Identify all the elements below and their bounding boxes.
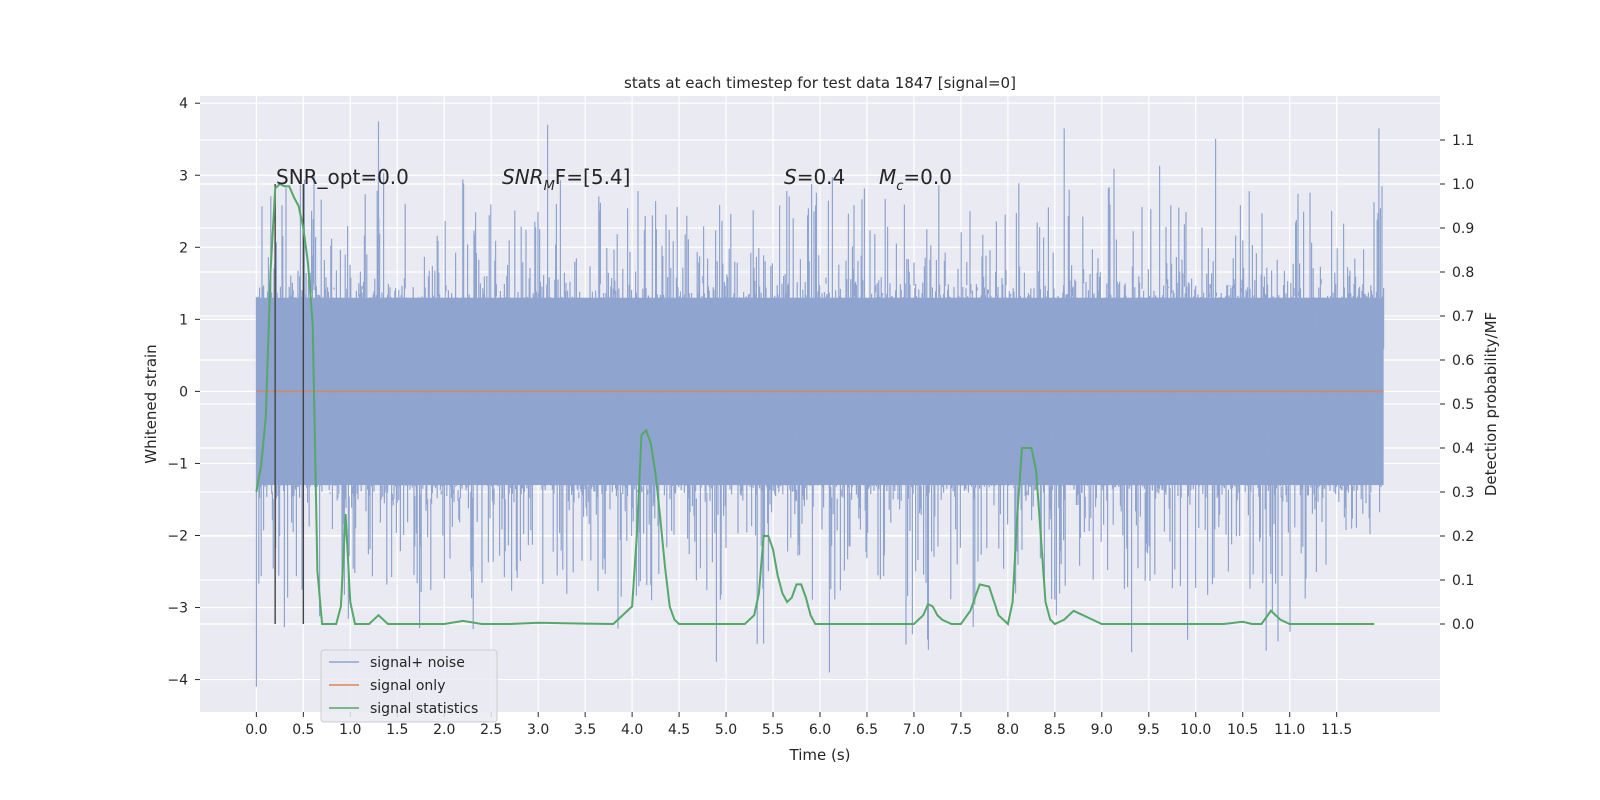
s-var: S bbox=[784, 165, 797, 189]
legend-label-signal: signal only bbox=[370, 678, 445, 694]
y-right-tick-label: 0.7 bbox=[1452, 309, 1474, 325]
x-tick-label: 2.0 bbox=[433, 722, 455, 738]
x-tick-label: 1.0 bbox=[339, 722, 361, 738]
y-right-tick-label: 0.6 bbox=[1452, 353, 1474, 369]
x-tick-label: 11.5 bbox=[1321, 722, 1352, 738]
snr-opt-annotation: SNR_opt=0.0 bbox=[276, 165, 409, 189]
x-tick-label: 2.5 bbox=[480, 722, 502, 738]
x-tick-label: 5.0 bbox=[715, 722, 737, 738]
y-tick-label: −2 bbox=[167, 528, 188, 544]
x-tick-label: 1.5 bbox=[386, 722, 408, 738]
y-right-tick-label: 0.2 bbox=[1452, 529, 1474, 545]
x-tick-label: 0.0 bbox=[245, 722, 267, 738]
y-right-tick-label: 0.8 bbox=[1452, 265, 1474, 281]
mc-var: M bbox=[879, 165, 896, 189]
legend-label-noise: signal+ noise bbox=[370, 655, 465, 671]
y-tick-label: 0 bbox=[179, 384, 188, 400]
x-tick-label: 7.0 bbox=[903, 722, 925, 738]
mc-val: =0.0 bbox=[903, 165, 952, 189]
signal-statistics-line bbox=[255, 182, 1375, 626]
y-tick-label: −1 bbox=[167, 456, 188, 472]
y-right-axis-ticks: 1.1 1.0 0.9 0.8 0.7 0.6 0.5 0.4 0.3 0.2 0.1 0.0 bbox=[1440, 133, 1474, 633]
snr-mf-subscript: M bbox=[544, 179, 555, 194]
y-right-tick-label: 0.9 bbox=[1452, 221, 1474, 237]
s-val: =0.4 bbox=[797, 165, 846, 189]
s-annotation: S=0.4 bbox=[784, 165, 845, 189]
mc-subscript: c bbox=[896, 179, 903, 194]
x-axis-ticks: 0.0 0.5 1.0 1.5 2.0 2.5 3.0 3.5 4.0 4.5 5.0 5.5 6.0 6… bbox=[245, 712, 1352, 738]
y-right-tick-label: 0.3 bbox=[1452, 485, 1474, 501]
x-tick-label: 8.5 bbox=[1044, 722, 1066, 738]
y-right-tick-label: 1.0 bbox=[1452, 177, 1474, 193]
noise-trace bbox=[255, 121, 1385, 687]
x-tick-label: 4.5 bbox=[668, 722, 690, 738]
y-tick-label: −4 bbox=[167, 673, 188, 689]
y-tick-label: 1 bbox=[179, 312, 188, 328]
y-right-tick-label: 1.1 bbox=[1452, 133, 1474, 149]
vertical-markers bbox=[274, 184, 305, 624]
y-axis-ticks: 4 3 2 1 0 −1 −2 −3 −4 bbox=[167, 96, 200, 689]
x-axis-label: Time (s) bbox=[789, 746, 851, 764]
signal-statistics-series bbox=[255, 182, 1375, 626]
y-tick-label: 4 bbox=[179, 96, 188, 112]
chart-title: stats at each timestep for test data 184… bbox=[624, 74, 1016, 92]
snr-mf-annotation: SNRMF=[5.4] bbox=[502, 165, 630, 194]
y-tick-label: 2 bbox=[179, 240, 188, 256]
mc-annotation: Mc=0.0 bbox=[879, 165, 952, 194]
x-tick-label: 10.0 bbox=[1180, 722, 1211, 738]
x-tick-label: 0.5 bbox=[292, 722, 314, 738]
x-tick-label: 10.5 bbox=[1227, 722, 1258, 738]
y-right-tick-label: 0.5 bbox=[1452, 397, 1474, 413]
y-tick-label: −3 bbox=[167, 601, 188, 617]
y-right-tick-label: 0.0 bbox=[1452, 617, 1474, 633]
x-tick-label: 3.5 bbox=[574, 722, 596, 738]
y-right-tick-label: 0.1 bbox=[1452, 573, 1474, 589]
y-tick-label: 3 bbox=[179, 168, 188, 184]
x-tick-label: 6.0 bbox=[809, 722, 831, 738]
x-tick-label: 9.5 bbox=[1138, 722, 1160, 738]
legend-box bbox=[320, 649, 498, 723]
x-tick-label: 4.0 bbox=[621, 722, 643, 738]
legend-label-stats: signal statistics bbox=[370, 701, 478, 717]
x-tick-label: 11.0 bbox=[1274, 722, 1305, 738]
x-tick-label: 3.0 bbox=[527, 722, 549, 738]
x-tick-label: 5.5 bbox=[762, 722, 784, 738]
snr-mf-prefix: SNR bbox=[502, 165, 544, 189]
snr-mf-suffix: F=[5.4] bbox=[555, 165, 631, 189]
y-right-axis-label: Detection probability/MF bbox=[1482, 312, 1500, 496]
y-right-tick-label: 0.4 bbox=[1452, 441, 1474, 457]
x-tick-label: 8.0 bbox=[997, 722, 1019, 738]
y-axis-label: Whitened strain bbox=[142, 344, 160, 463]
x-tick-label: 7.5 bbox=[950, 722, 972, 738]
x-tick-label: 6.5 bbox=[856, 722, 878, 738]
x-tick-label: 9.0 bbox=[1091, 722, 1113, 738]
legend: signal+ noise signal only signal statist… bbox=[320, 649, 498, 723]
